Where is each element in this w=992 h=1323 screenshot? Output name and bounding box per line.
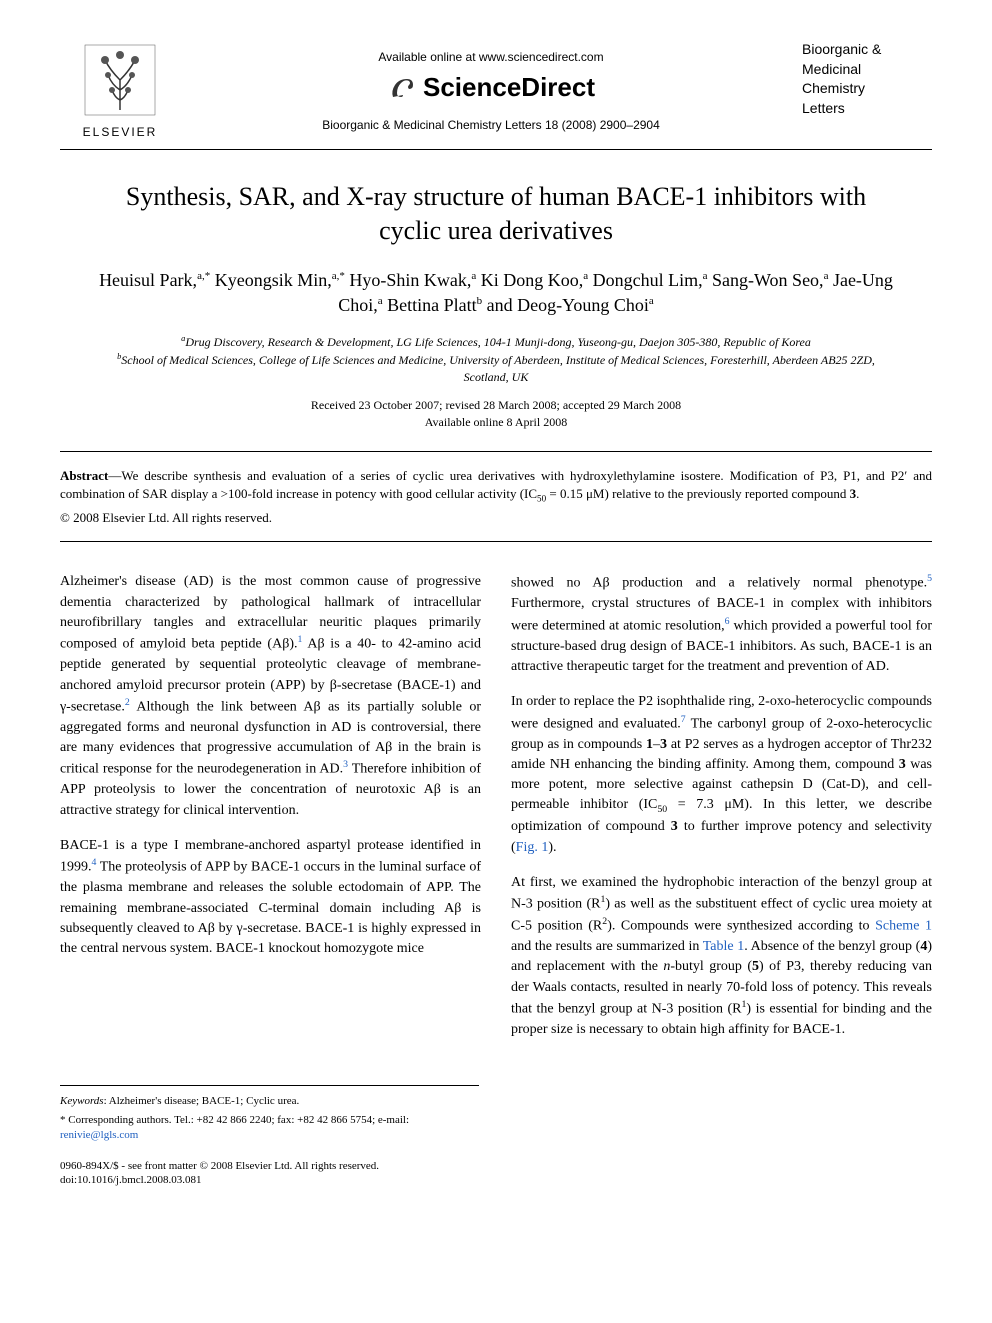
- body-paragraph: At first, we examined the hydrophobic in…: [511, 873, 932, 1040]
- journal-name-line: Chemistry: [802, 79, 932, 99]
- corresponding-author-line: * Corresponding authors. Tel.: +82 42 86…: [60, 1113, 479, 1144]
- sciencedirect-icon: [387, 73, 417, 103]
- body-paragraph: BACE-1 is a type I membrane-anchored asp…: [60, 836, 481, 959]
- keywords-line: Keywords: Alzheimer's disease; BACE-1; C…: [60, 1094, 479, 1109]
- doi-line: doi:10.1016/j.bmcl.2008.03.081: [60, 1173, 932, 1187]
- journal-name-line: Medicinal: [802, 60, 932, 80]
- footer: 0960-894X/$ - see front matter © 2008 El…: [60, 1159, 932, 1188]
- affiliations: aDrug Discovery, Research & Development,…: [60, 333, 932, 385]
- journal-reference: Bioorganic & Medicinal Chemistry Letters…: [180, 118, 802, 132]
- sciencedirect-logo: ScienceDirect: [180, 72, 802, 103]
- header-rule: [60, 149, 932, 150]
- journal-name-line: Letters: [802, 99, 932, 119]
- abstract-bottom-rule: [60, 541, 932, 542]
- article-dates: Received 23 October 2007; revised 28 Mar…: [60, 397, 932, 431]
- body-paragraph: Alzheimer's disease (AD) is the most com…: [60, 572, 481, 821]
- left-column: Alzheimer's disease (AD) is the most com…: [60, 572, 481, 1055]
- body-paragraph: In order to replace the P2 isophthalide …: [511, 692, 932, 858]
- footnotes: Keywords: Alzheimer's disease; BACE-1; C…: [60, 1085, 479, 1143]
- right-column: showed no Aβ production and a relatively…: [511, 572, 932, 1055]
- abstract-copyright: © 2008 Elsevier Ltd. All rights reserved…: [60, 510, 932, 526]
- available-online-text: Available online at www.sciencedirect.co…: [180, 50, 802, 64]
- journal-name-block: Bioorganic & Medicinal Chemistry Letters: [802, 40, 932, 118]
- article-title: Synthesis, SAR, and X-ray structure of h…: [60, 180, 932, 248]
- body-paragraph: showed no Aβ production and a relatively…: [511, 572, 932, 677]
- elsevier-tree-icon: [80, 40, 160, 120]
- page-header: ELSEVIER Available online at www.science…: [60, 40, 932, 139]
- authors-list: Heuisul Park,a,* Kyeongsik Min,a,* Hyo-S…: [60, 268, 932, 318]
- center-header: Available online at www.sciencedirect.co…: [180, 40, 802, 132]
- issn-line: 0960-894X/$ - see front matter © 2008 El…: [60, 1159, 932, 1173]
- elsevier-label: ELSEVIER: [60, 125, 180, 139]
- journal-name-line: Bioorganic &: [802, 40, 932, 60]
- sciencedirect-text: ScienceDirect: [423, 72, 595, 103]
- body-columns: Alzheimer's disease (AD) is the most com…: [60, 572, 932, 1055]
- abstract-top-rule: [60, 451, 932, 452]
- abstract-text: Abstract—We describe synthesis and evalu…: [60, 467, 932, 506]
- elsevier-logo-block: ELSEVIER: [60, 40, 180, 139]
